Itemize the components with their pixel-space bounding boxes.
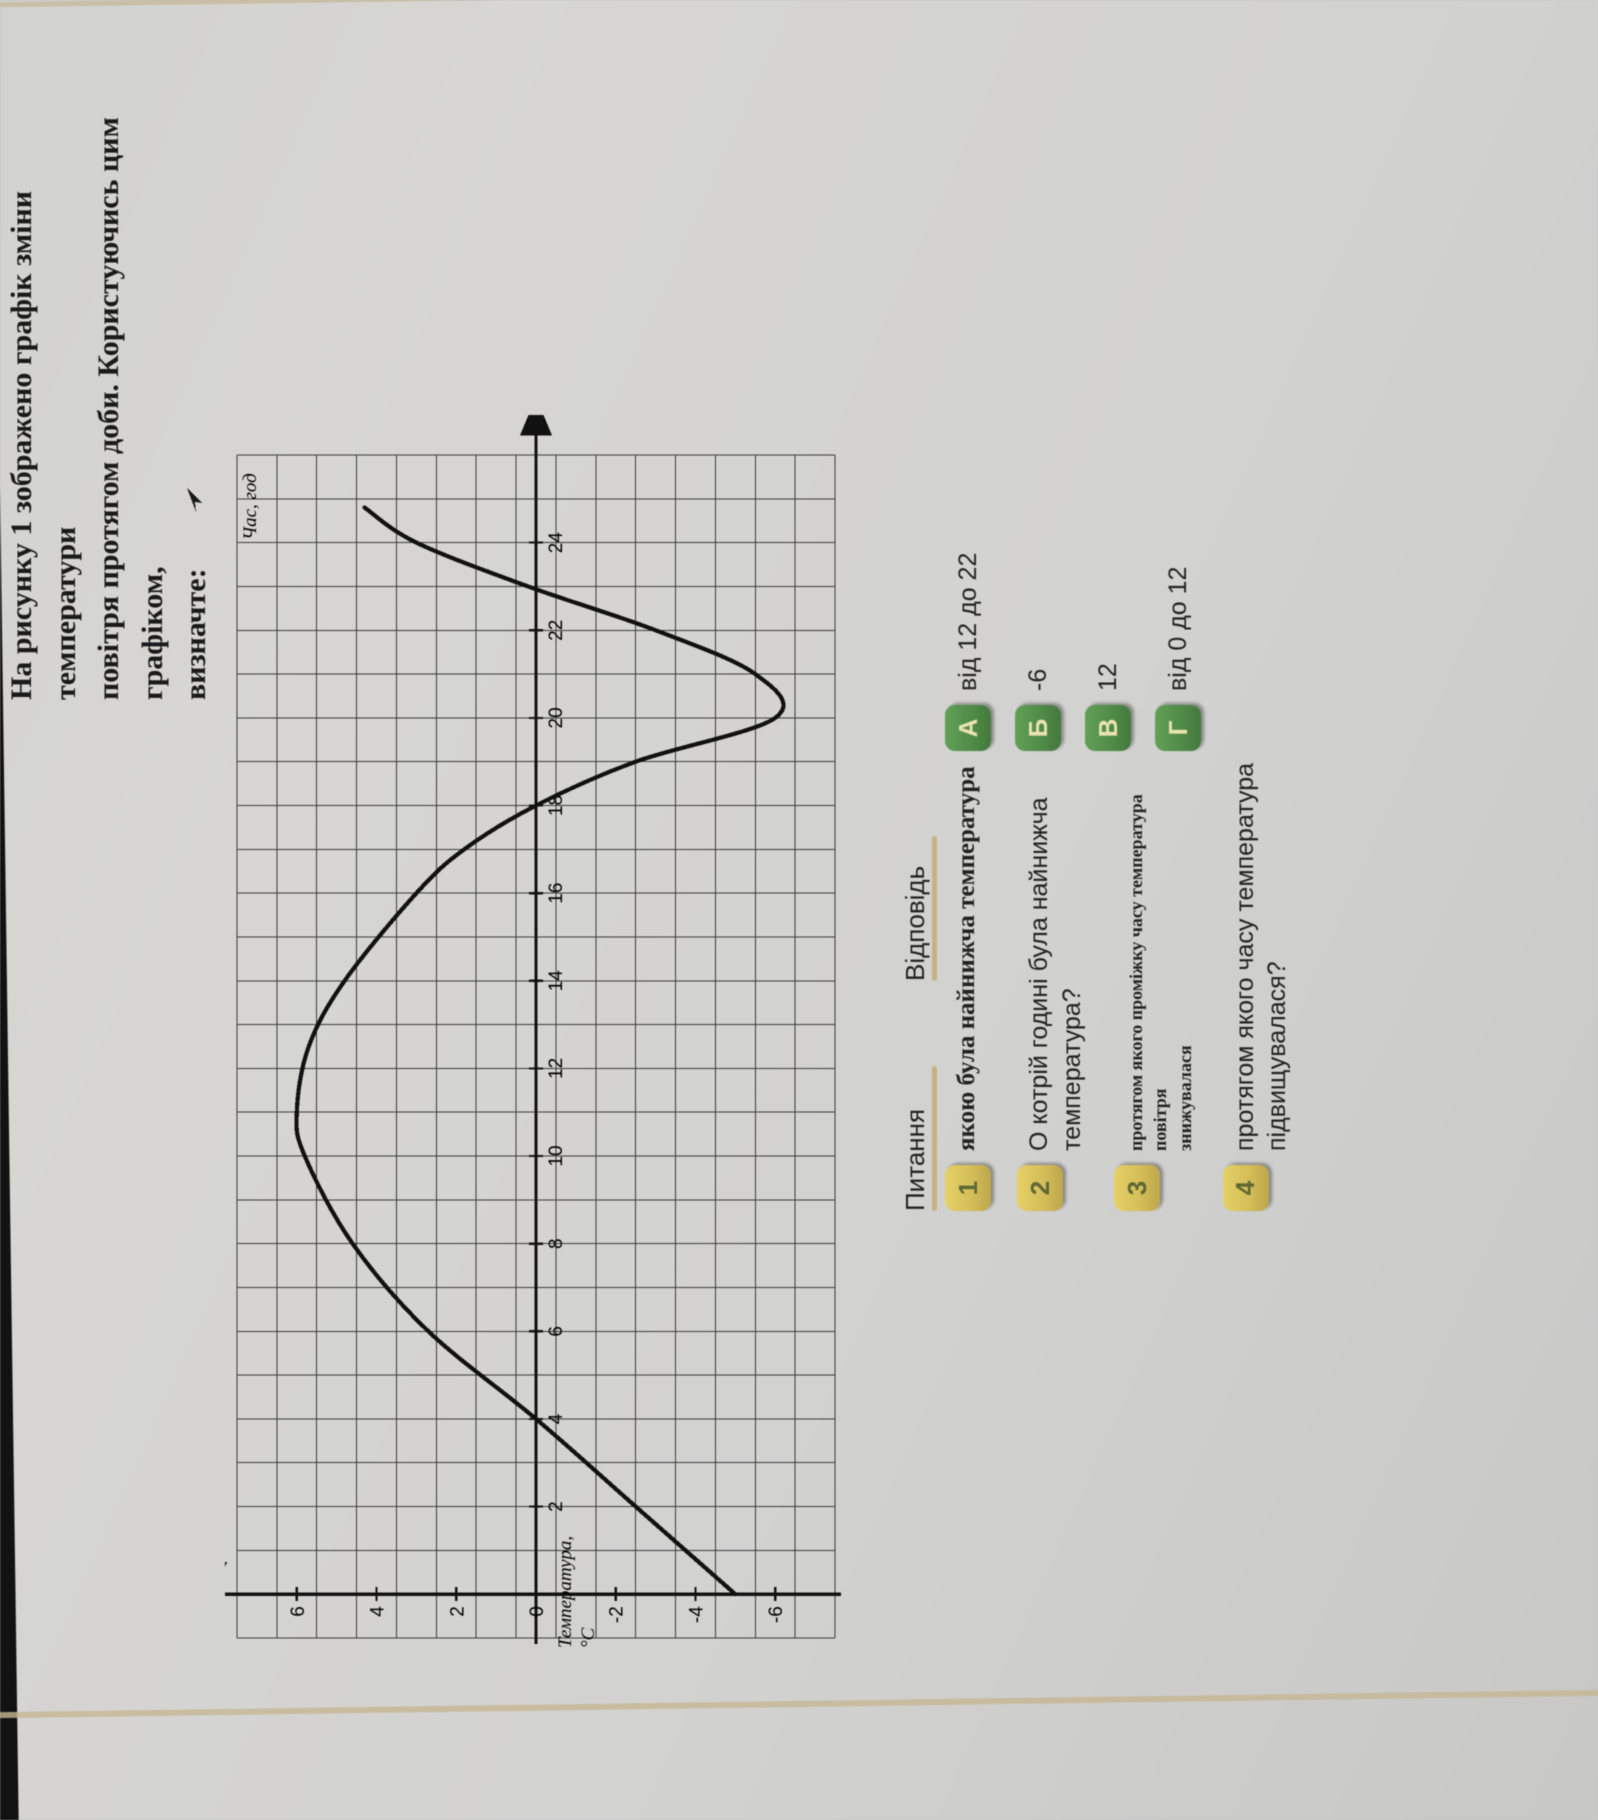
svg-text:24: 24 xyxy=(546,532,567,554)
svg-text:8: 8 xyxy=(546,1238,567,1249)
svg-text:-2: -2 xyxy=(607,1606,628,1623)
svg-text:6: 6 xyxy=(546,1326,567,1337)
svg-text:-6: -6 xyxy=(766,1606,787,1623)
svg-text:4: 4 xyxy=(368,1606,389,1617)
svg-text:0: 0 xyxy=(527,1606,548,1617)
svg-text:2: 2 xyxy=(447,1606,468,1617)
svg-text:22: 22 xyxy=(546,620,567,641)
svg-text:10: 10 xyxy=(546,1145,567,1166)
svg-text:6: 6 xyxy=(288,1606,309,1617)
svg-text:14: 14 xyxy=(546,970,567,992)
svg-text:-4: -4 xyxy=(686,1606,707,1623)
svg-text:12: 12 xyxy=(546,1058,567,1079)
svg-text:16: 16 xyxy=(546,883,567,904)
svg-text:2: 2 xyxy=(546,1501,567,1512)
svg-text:4: 4 xyxy=(546,1413,567,1424)
svg-text:20: 20 xyxy=(546,707,567,728)
